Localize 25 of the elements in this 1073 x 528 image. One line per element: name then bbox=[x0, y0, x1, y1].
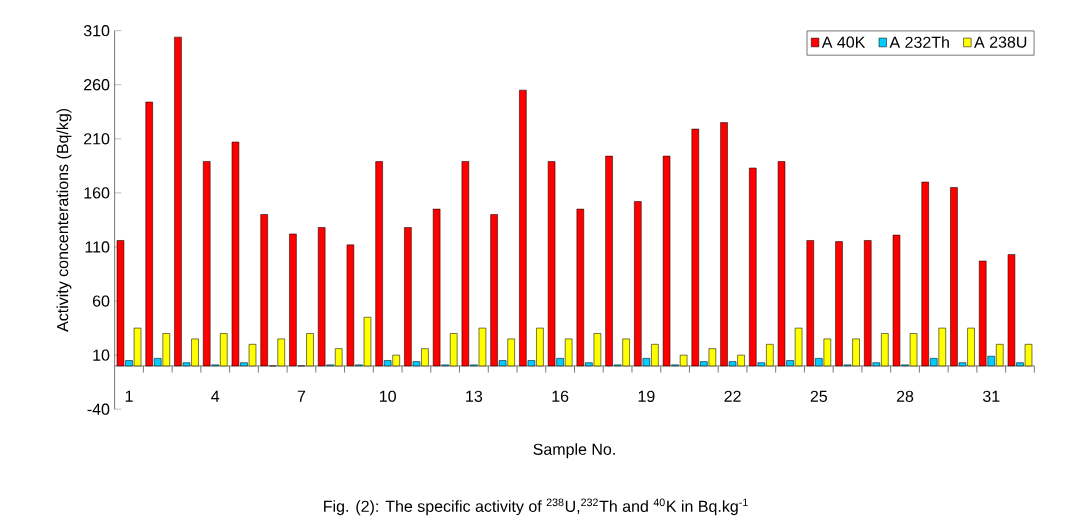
x-tick-label: 31 bbox=[982, 390, 1000, 403]
y-tick-label: 310 bbox=[83, 25, 110, 37]
y-tick-label: 10 bbox=[93, 349, 110, 361]
y-tick-label: 210 bbox=[84, 133, 110, 145]
x-tick-label: 28 bbox=[896, 390, 914, 403]
y-tick-label: 110 bbox=[85, 241, 110, 253]
x-tick-label: 13 bbox=[466, 390, 483, 403]
x-tick-label: 4 bbox=[211, 390, 220, 402]
x-tick-label: 25 bbox=[810, 390, 828, 403]
legend-label: A 40K bbox=[821, 36, 866, 48]
x-tick-label: 7 bbox=[297, 390, 306, 402]
legend-label: A 232Th bbox=[889, 36, 949, 49]
x-tick-label: 19 bbox=[638, 390, 655, 403]
y-tick-label: 60 bbox=[92, 295, 110, 307]
y-axis-title: Activity concenterations (Bq/kg) bbox=[56, 109, 72, 332]
x-tick-label: 16 bbox=[552, 390, 569, 403]
x-tick-label: 22 bbox=[724, 390, 741, 402]
legend-label: A 238U bbox=[974, 36, 1027, 48]
text: Fig. (2): The specific activity of $^{238}$U,$^{232}$Th and $^{40}$K in Bq.kg$^{-1}$ bbox=[324, 498, 748, 516]
y-tick-label: -40 bbox=[87, 403, 110, 415]
x-tick-label: 10 bbox=[380, 390, 396, 403]
x-axis-title: Sample No. bbox=[533, 443, 615, 459]
y-tick-label: 260 bbox=[84, 79, 110, 91]
y-tick-label: 160 bbox=[84, 187, 110, 199]
x-tick-label: 1 bbox=[125, 390, 133, 402]
